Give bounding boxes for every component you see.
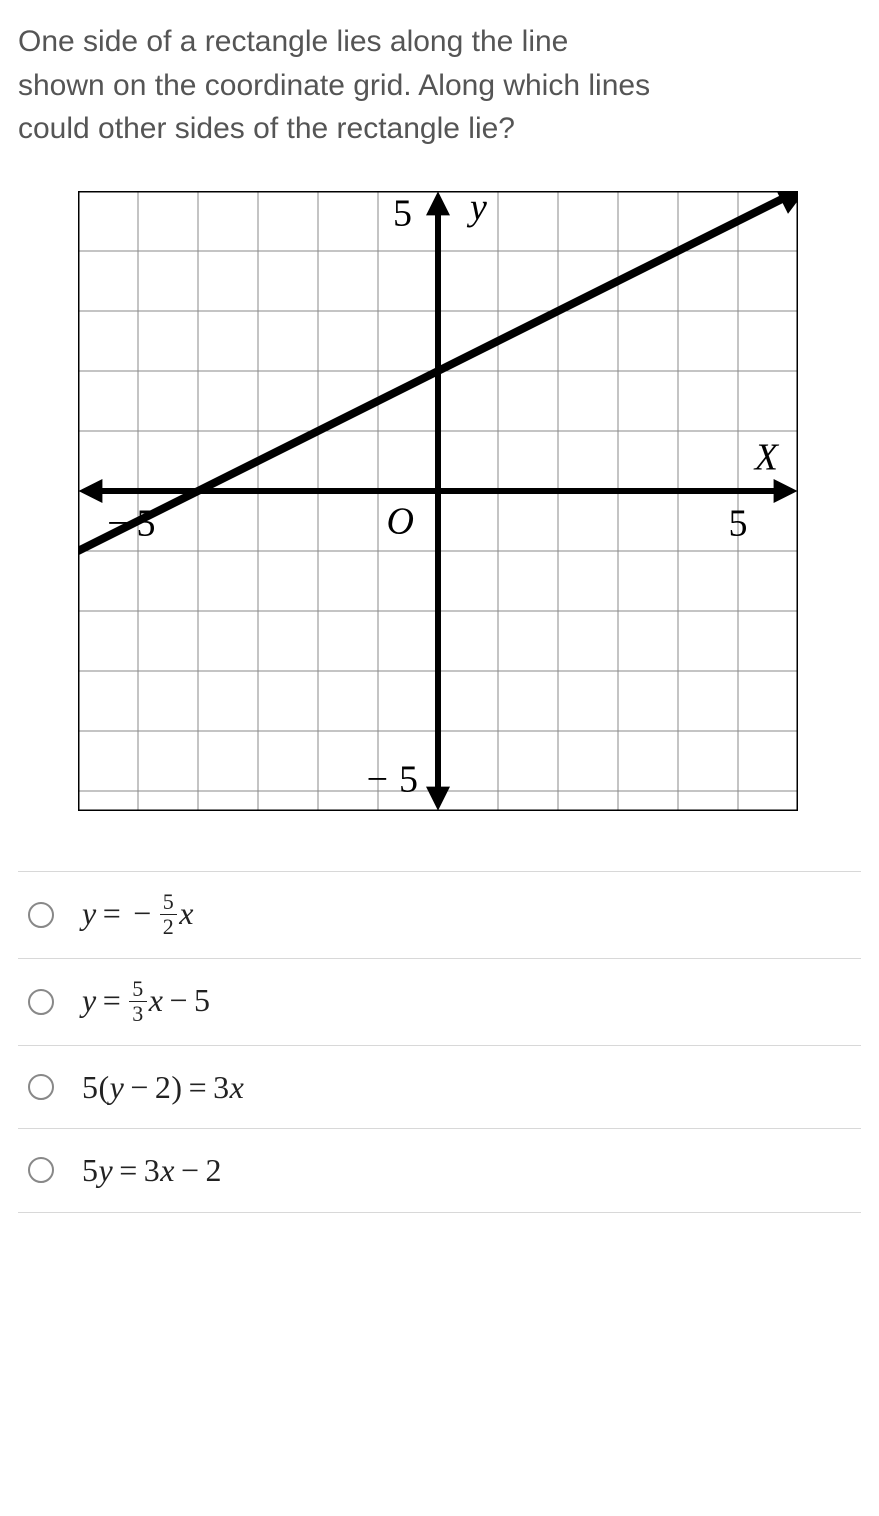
svg-text:−: − bbox=[367, 758, 388, 800]
frac-num: 5 bbox=[160, 891, 178, 914]
svg-text:X: X bbox=[753, 436, 780, 478]
option-b-label: y=53x−5 bbox=[82, 977, 211, 1027]
question-line-1: One side of a rectangle lies along the l… bbox=[18, 25, 568, 58]
svg-text:5: 5 bbox=[399, 758, 418, 800]
svg-text:O: O bbox=[387, 500, 414, 542]
radio-icon bbox=[28, 989, 54, 1015]
answer-options: y=−52x y=53x−5 5(y−2)=3x 5y=3x−2 bbox=[18, 871, 861, 1213]
option-d[interactable]: 5y=3x−2 bbox=[18, 1129, 861, 1212]
option-a-label: y=−52x bbox=[82, 890, 194, 940]
svg-text:5: 5 bbox=[393, 192, 412, 234]
coordinate-grid: 5y−5O5X−5 bbox=[78, 191, 861, 811]
radio-icon bbox=[28, 1074, 54, 1100]
question-line-2: shown on the coordinate grid. Along whic… bbox=[18, 69, 650, 102]
svg-text:−: − bbox=[107, 502, 128, 544]
option-b[interactable]: y=53x−5 bbox=[18, 959, 861, 1046]
question-text: One side of a rectangle lies along the l… bbox=[18, 20, 861, 151]
question-line-3: could other sides of the rectangle lie? bbox=[18, 112, 515, 145]
chart-svg: 5y−5O5X−5 bbox=[78, 191, 798, 811]
svg-text:5: 5 bbox=[729, 502, 748, 544]
radio-icon bbox=[28, 902, 54, 928]
option-c[interactable]: 5(y−2)=3x bbox=[18, 1046, 861, 1129]
radio-icon bbox=[28, 1157, 54, 1183]
option-d-label: 5y=3x−2 bbox=[82, 1147, 222, 1193]
svg-text:5: 5 bbox=[137, 502, 156, 544]
svg-text:y: y bbox=[466, 191, 487, 229]
option-a[interactable]: y=−52x bbox=[18, 871, 861, 959]
option-c-label: 5(y−2)=3x bbox=[82, 1064, 244, 1110]
